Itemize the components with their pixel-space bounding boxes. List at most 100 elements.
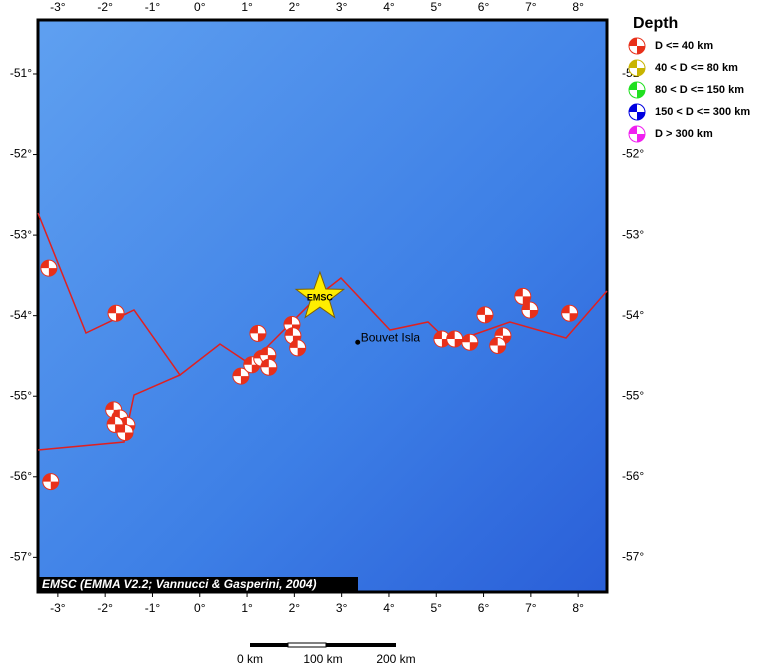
beachball-lobe — [629, 38, 645, 54]
lon-label: 6° — [478, 0, 490, 14]
lat-label: -56° — [622, 469, 644, 483]
legend-label: D > 300 km — [655, 128, 713, 140]
earthquake — [514, 287, 532, 305]
legend-label: 150 < D <= 300 km — [655, 106, 750, 118]
earthquake — [433, 330, 451, 348]
lat-label: -55° — [10, 388, 32, 402]
lat-label: -52° — [622, 147, 644, 161]
legend-title: Depth — [633, 15, 678, 32]
earthquake — [249, 324, 267, 342]
beachball-lobe — [629, 104, 645, 120]
earthquake — [107, 304, 125, 322]
lon-label: 0° — [194, 0, 206, 14]
lon-label: 1° — [241, 601, 253, 615]
lat-label: -53° — [622, 227, 644, 241]
beachball-lobe — [461, 334, 478, 351]
lon-label: 7° — [525, 601, 537, 615]
lat-label: -56° — [10, 469, 32, 483]
lon-label: 8° — [572, 0, 584, 14]
earthquake — [476, 306, 494, 324]
lat-label: -53° — [10, 227, 32, 241]
earthquake — [561, 304, 579, 322]
lon-label: -1° — [145, 601, 161, 615]
beachball-lobe — [489, 337, 506, 354]
lon-label: 2° — [289, 0, 301, 14]
earthquake — [260, 358, 278, 376]
beachball-lobe — [433, 331, 450, 348]
lon-label: -1° — [145, 0, 161, 14]
credit-bg — [38, 577, 358, 593]
beachball-lobe — [40, 260, 57, 277]
scale-label: 200 km — [376, 652, 415, 665]
beachball-lobe — [108, 305, 125, 322]
earthquake — [289, 339, 307, 357]
beachball-lobe — [629, 126, 645, 142]
lat-label: -54° — [10, 308, 32, 322]
lon-label: -2° — [97, 0, 113, 14]
beachball-lobe — [243, 356, 260, 373]
earthquake — [489, 336, 507, 354]
lat-label: -57° — [10, 550, 32, 564]
lon-label: -3° — [50, 0, 66, 14]
scale-label: 0 km — [237, 652, 263, 665]
beachball-lobe — [561, 305, 578, 322]
earthquake — [461, 333, 479, 351]
legend-label: 80 < D <= 150 km — [655, 84, 744, 96]
earthquake — [42, 473, 60, 491]
legend-label: D <= 40 km — [655, 40, 713, 52]
beachball-lobe — [629, 60, 645, 76]
epicenter-star — [294, 270, 346, 319]
beachball-lobe — [232, 368, 249, 385]
beachball-lobe — [514, 288, 531, 305]
beachball-lobe — [107, 416, 124, 433]
lon-label: 3° — [336, 601, 348, 615]
legend-swatch — [628, 125, 646, 143]
lat-label: -51° — [10, 66, 32, 80]
lon-label: 2° — [289, 601, 301, 615]
scale-label: 100 km — [303, 652, 342, 665]
lon-label: -2° — [97, 601, 113, 615]
lon-label: 1° — [241, 0, 253, 14]
beachball-lobe — [629, 82, 645, 98]
place-label: Bouvet Isla — [361, 330, 421, 344]
beachball-lobe — [260, 359, 277, 376]
beachball-lobe — [42, 473, 59, 490]
lon-label: -3° — [50, 601, 66, 615]
lon-label: 5° — [431, 0, 443, 14]
earthquake — [259, 346, 277, 364]
plate-boundary — [37, 212, 608, 377]
beachball-lobe — [289, 339, 306, 356]
earthquake — [106, 415, 124, 433]
lon-label: 3° — [336, 0, 348, 14]
lat-label: -52° — [10, 147, 32, 161]
legend-label: 40 < D <= 80 km — [655, 62, 738, 74]
lon-label: 4° — [383, 601, 395, 615]
scale-bar — [250, 642, 396, 648]
lon-label: 0° — [194, 601, 206, 615]
earthquake — [521, 301, 539, 319]
legend-swatch — [628, 81, 646, 99]
place-dot — [355, 339, 361, 345]
earthquake — [446, 330, 464, 348]
lon-label: 5° — [431, 601, 443, 615]
lon-label: 4° — [383, 0, 395, 14]
credit: EMSC (EMMA V2.2; Vannucci & Gasperini, 2… — [42, 577, 317, 591]
beachball-lobe — [521, 302, 538, 319]
lat-label: -55° — [622, 388, 644, 402]
lat-label: -54° — [622, 308, 644, 322]
earthquake — [40, 259, 58, 277]
beachball-lobe — [476, 306, 493, 323]
lon-label: 8° — [572, 601, 584, 615]
epicenter-label: EMSC — [307, 293, 334, 303]
beachball-lobe — [249, 325, 266, 342]
legend-swatch — [628, 103, 646, 121]
beachball-lobe — [494, 327, 511, 344]
beachball-lobe — [259, 347, 276, 364]
lat-label: -57° — [622, 550, 644, 564]
lon-label: 7° — [525, 0, 537, 14]
legend-swatch — [628, 59, 646, 77]
earthquake — [232, 367, 250, 385]
legend-swatch — [628, 37, 646, 55]
beachball-lobe — [446, 331, 463, 348]
